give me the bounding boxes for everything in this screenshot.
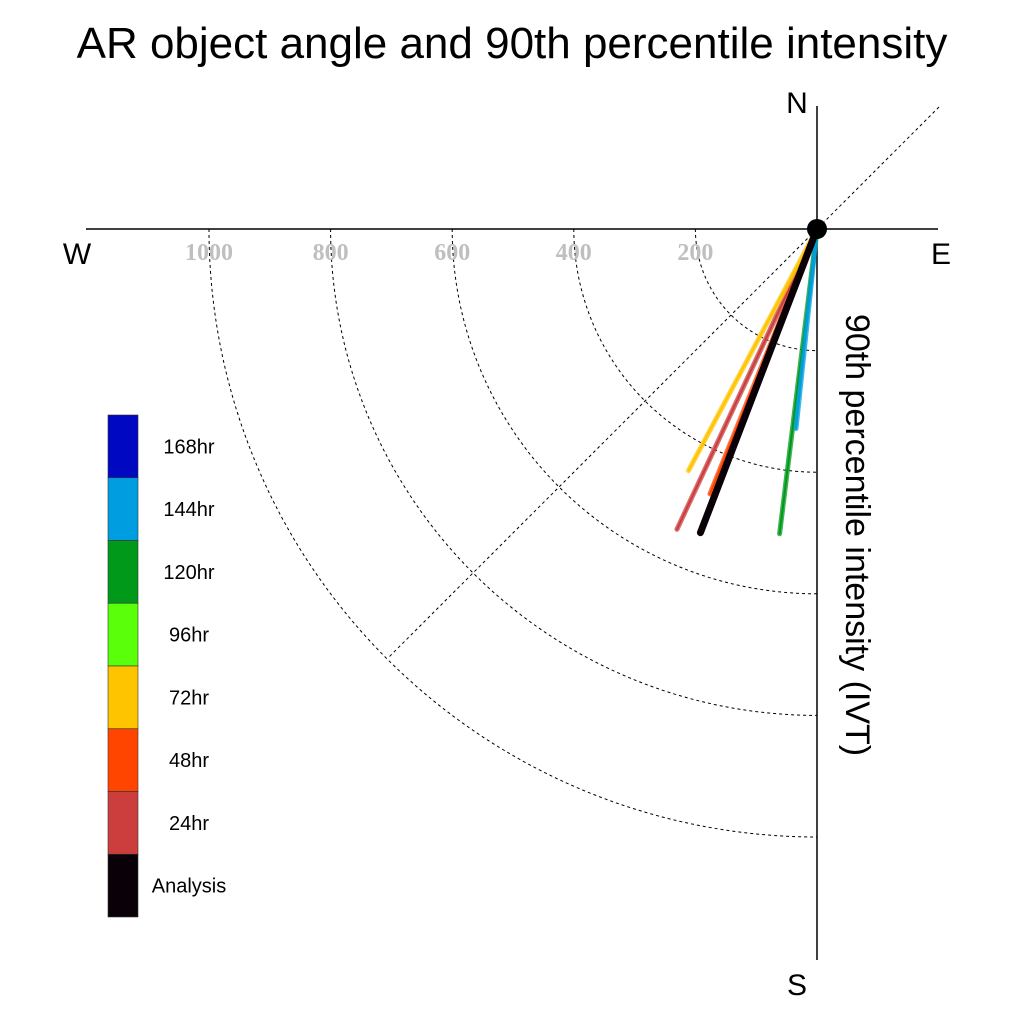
legend-swatch (107, 728, 139, 792)
legend-label: 24hr (169, 813, 209, 835)
legend-label: 144hr (163, 499, 214, 521)
legend-swatch (107, 853, 139, 918)
series-lines (674, 225, 821, 537)
legend-swatch (107, 414, 139, 479)
tick-label: 800 (313, 240, 349, 266)
tick-label: 200 (677, 240, 713, 266)
grid-ring-600 (451, 228, 818, 595)
grid-ring-800 (330, 228, 818, 716)
legend-swatch (107, 477, 139, 541)
compass-south-label: S (787, 969, 807, 1002)
grid-ring-400 (573, 228, 818, 473)
legend-swatch (107, 540, 139, 604)
legend-label: 168hr (163, 436, 214, 458)
series-line (674, 226, 820, 532)
legend-swatch (107, 791, 139, 855)
diagonal-reference-line (387, 106, 940, 659)
series-line (696, 225, 821, 537)
legend-label: Analysis (152, 876, 226, 898)
compass-north-label: N (786, 87, 808, 120)
legend-label: 48hr (169, 750, 209, 772)
series-line (793, 226, 820, 432)
legend-label: 72hr (169, 687, 209, 709)
series-line (686, 226, 820, 474)
grid (208, 228, 818, 838)
tick-label: 600 (434, 240, 470, 266)
tick-label: 400 (556, 240, 592, 266)
legend-swatch (107, 602, 139, 667)
origin-marker (807, 219, 827, 239)
chart-title: AR object angle and 90th percentile inte… (77, 19, 948, 68)
compass-west-label: W (63, 238, 92, 271)
legend: 168hr 144hr 120hr 96hr 72hr 48hr 24hr Analysis (107, 414, 226, 918)
radial-tick-labels: 200 400 600 800 1000 (185, 240, 713, 266)
grid-ring-1000 (208, 228, 818, 838)
y-axis-label: 90th percentile intensity (IVT) (838, 314, 876, 756)
legend-label: 120hr (163, 562, 214, 584)
compass-east-label: E (931, 238, 951, 271)
legend-label: 96hr (169, 625, 209, 647)
grid-ring-200 (694, 228, 818, 352)
tick-label: 1000 (185, 240, 233, 266)
legend-swatch (107, 665, 139, 730)
